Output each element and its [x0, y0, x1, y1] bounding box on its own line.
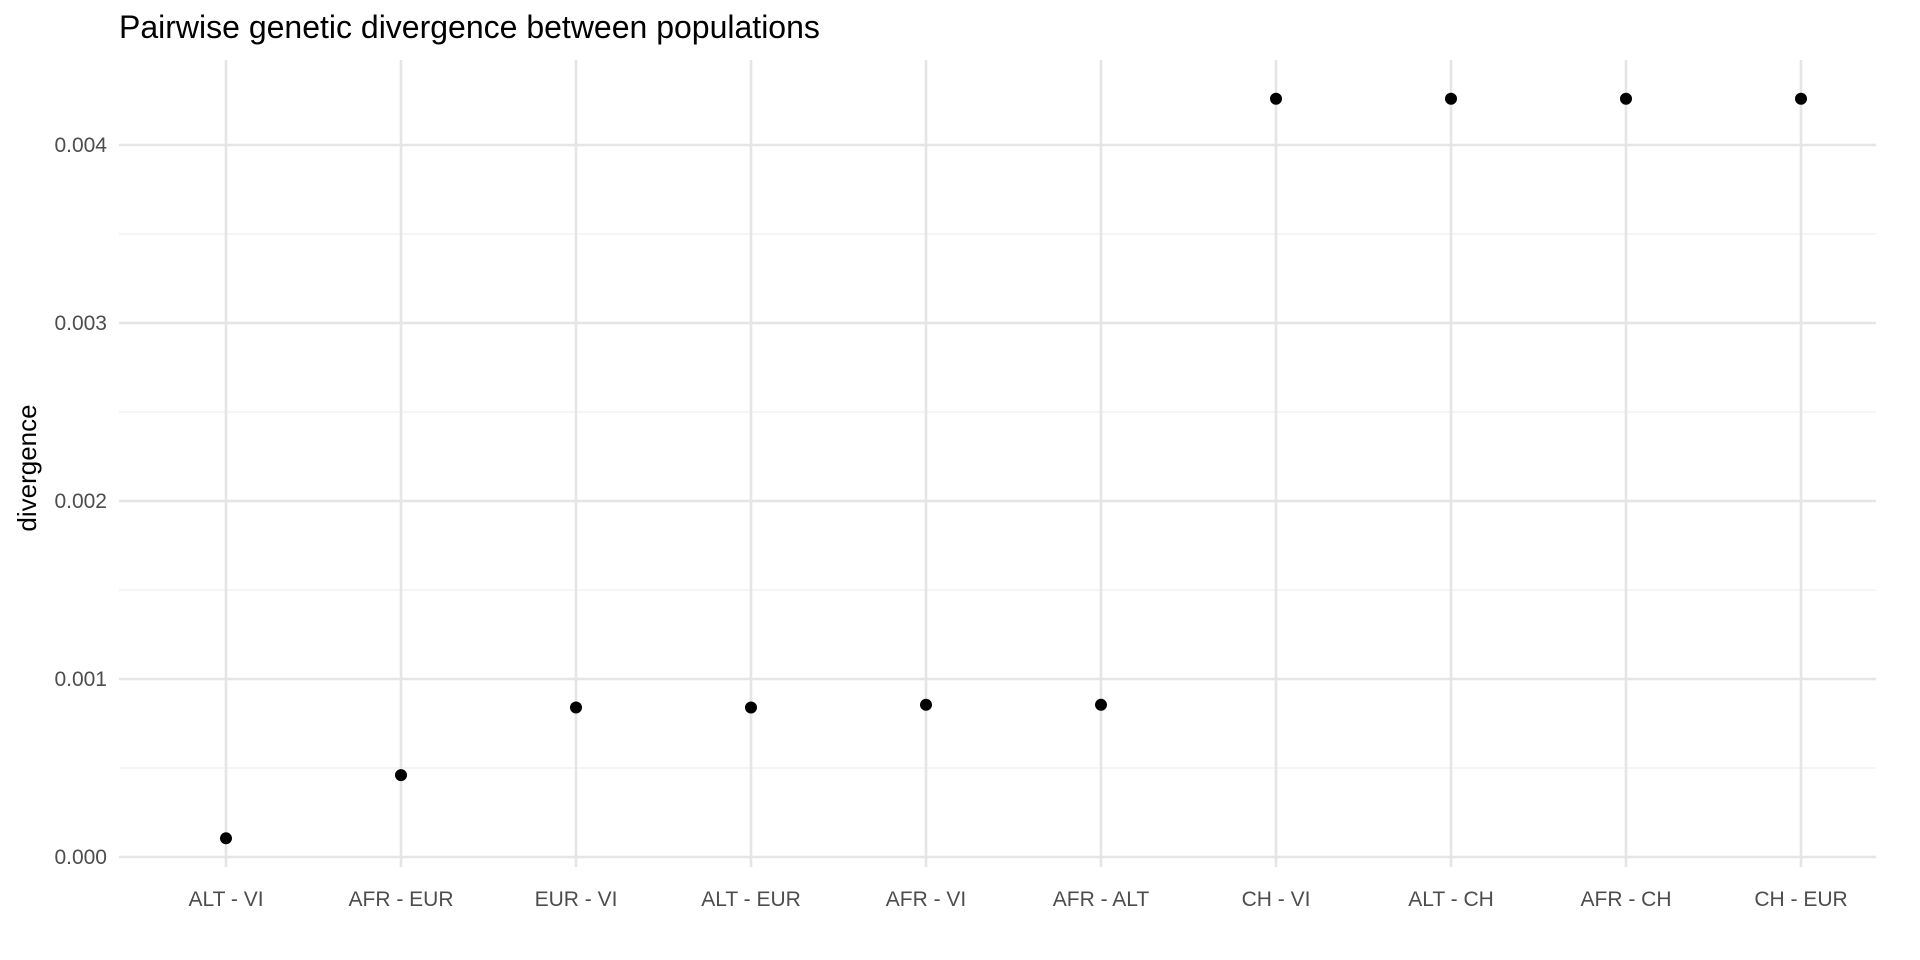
y-axis-tick-labels: 0.000 0.001 0.002 0.003 0.004: [54, 134, 107, 869]
data-point: [920, 698, 932, 711]
x-axis-tick-labels: ALT - VI AFR - EUR EUR - VI ALT - EUR AFR - …: [188, 888, 1847, 911]
minor-gridlines: [119, 233, 1876, 769]
data-points: [220, 92, 1807, 845]
y-tick-label: 0.001: [54, 668, 107, 691]
data-point: [745, 701, 757, 714]
chart-title: Pairwise genetic divergence between popu…: [119, 9, 820, 45]
x-tick-label: ALT - CH: [1408, 888, 1494, 911]
data-point: [1795, 92, 1807, 105]
x-tick-label: AFR - EUR: [349, 888, 454, 911]
x-tick-label: CH - EUR: [1754, 888, 1847, 911]
data-point: [395, 769, 407, 782]
data-point: [1445, 92, 1457, 105]
x-tick-label: ALT - EUR: [701, 888, 801, 911]
y-axis-label: divergence: [12, 404, 42, 531]
x-tick-label: EUR - VI: [535, 888, 618, 911]
x-tick-label: ALT - VI: [188, 888, 263, 911]
y-tick-label: 0.004: [54, 134, 107, 157]
data-point: [570, 701, 582, 714]
x-tick-label: AFR - CH: [1581, 888, 1672, 911]
data-point: [1620, 92, 1632, 105]
major-gridlines: [119, 60, 1876, 867]
data-point: [220, 832, 232, 845]
y-tick-label: 0.003: [54, 312, 107, 335]
x-tick-label: AFR - ALT: [1053, 888, 1150, 911]
data-point: [1270, 92, 1282, 105]
data-point: [1095, 698, 1107, 711]
x-tick-label: CH - VI: [1242, 888, 1311, 911]
y-tick-label: 0.000: [54, 846, 107, 869]
x-tick-label: AFR - VI: [886, 888, 967, 911]
y-tick-label: 0.002: [54, 490, 107, 513]
